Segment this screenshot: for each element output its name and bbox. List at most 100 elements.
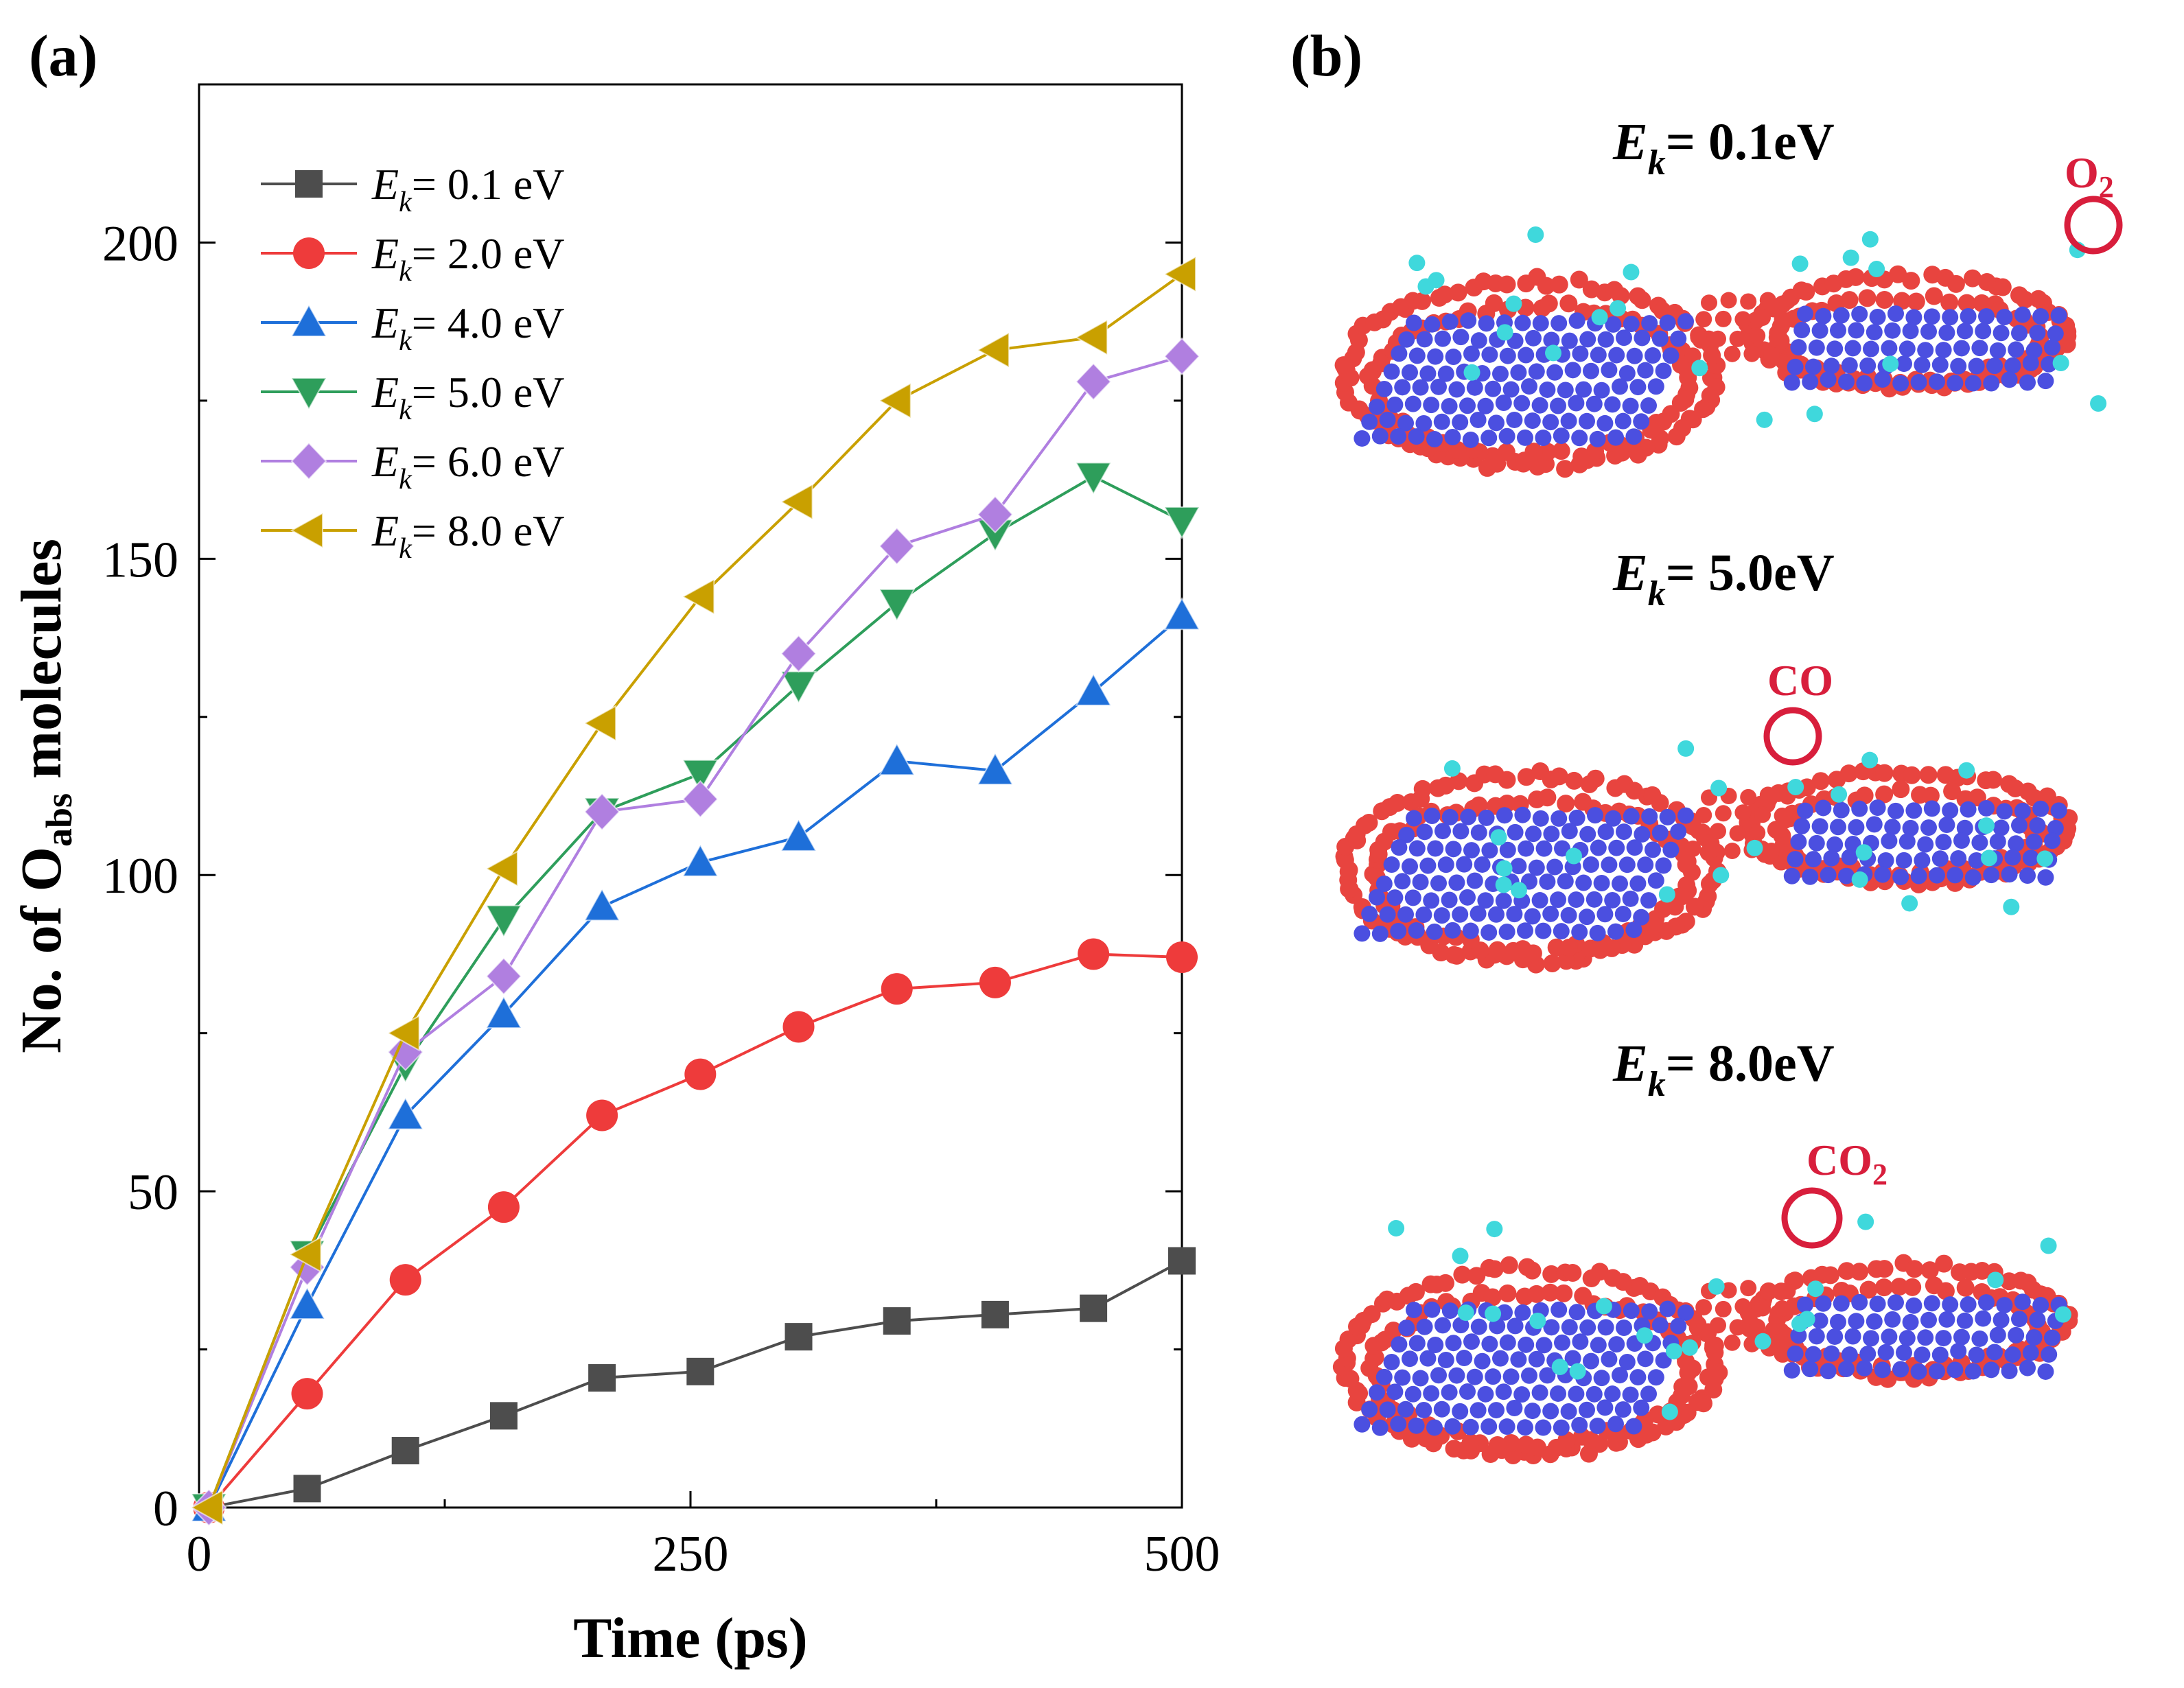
atom [1659,808,1676,825]
atom [1670,823,1687,840]
atom [1531,397,1548,414]
atom [1633,1399,1650,1416]
atom [1524,1403,1541,1420]
atom [1517,1435,1535,1454]
atom [1498,771,1516,789]
atom [1774,311,1791,328]
atom [1452,906,1469,923]
data-point [586,1099,618,1132]
atom [2011,817,2028,834]
y-axis-title-subscript: abs [38,793,80,847]
atom [1622,1386,1639,1403]
oxygen-atom [1868,261,1885,278]
atom [1528,363,1545,380]
atom [1419,365,1437,382]
atom [1462,431,1479,448]
atom [1838,867,1855,884]
oxygen-atom [1978,817,1995,834]
atom [1448,1367,1465,1384]
atom [1841,357,1858,374]
data-point [293,1475,321,1503]
atom [1740,788,1757,806]
atom [1641,1303,1658,1320]
atom [1408,347,1426,364]
data-point [588,1364,616,1392]
atom [1892,1361,1909,1378]
atom [1625,1418,1642,1435]
atom [1902,1313,1919,1331]
data-point [684,1058,717,1090]
data-point [583,793,620,831]
atom [1541,1283,1559,1302]
atom [1875,764,1894,782]
atom [1575,381,1592,398]
atom [1424,316,1441,333]
atom [1448,874,1465,891]
atom [1434,1317,1451,1334]
atom [1397,414,1414,432]
oxygen-atom [1987,1271,2004,1289]
atom [2037,869,2054,886]
atom [1456,1350,1473,1367]
atom [1525,825,1542,843]
data-point [583,705,617,742]
atom [1907,292,1925,311]
atom [1539,1367,1556,1384]
atom [1808,339,1825,356]
atom [1571,1416,1588,1433]
oxygen-atom [1798,1311,1815,1328]
atom [1528,1350,1545,1368]
atom [1585,1385,1603,1403]
atom [1920,1311,1937,1328]
atom [1677,1304,1694,1321]
atom [1923,308,1940,325]
atom [1550,810,1568,827]
x-axis-title: Time (ps) [573,1606,807,1670]
atom [1805,851,1822,868]
atom [1498,1284,1517,1302]
atom [1571,924,1588,941]
legend-marker [293,237,325,269]
atom [2025,833,2043,850]
data-point [391,1437,419,1465]
atom [1369,398,1385,415]
atom [1510,1351,1527,1368]
atom [1902,272,1920,290]
atom [1637,856,1654,874]
atom [1947,274,1965,293]
atom [1973,294,1991,312]
atom [1612,378,1628,395]
atom [1629,1369,1647,1386]
atom [1637,1350,1654,1368]
atom [1572,447,1591,466]
atom [1371,427,1389,445]
atom [1956,1278,1975,1297]
atom [1507,1317,1524,1335]
atom [1964,869,1982,886]
atom [1715,310,1732,327]
legend-marker [295,170,323,198]
y-tick-label: 50 [128,1164,178,1221]
atom [1670,330,1687,347]
atom [1542,1265,1561,1283]
atom [1685,898,1704,916]
atom [1528,859,1545,876]
atom [1485,1260,1504,1278]
atom [1518,1336,1535,1353]
atom [1896,1344,1912,1361]
atom [1397,906,1414,923]
atom [1859,1346,1877,1363]
atom [2011,325,2028,342]
atom [1869,308,1886,325]
atom [1470,332,1487,349]
atom [1821,1266,1839,1285]
atom [1402,364,1418,381]
atom [1607,429,1624,446]
legend-marker [290,442,327,480]
atom [1441,313,1459,330]
atom [1604,396,1621,413]
atom [1463,1333,1480,1350]
atom [1618,1353,1636,1370]
atom [1815,799,1832,817]
atom [1898,340,1916,357]
